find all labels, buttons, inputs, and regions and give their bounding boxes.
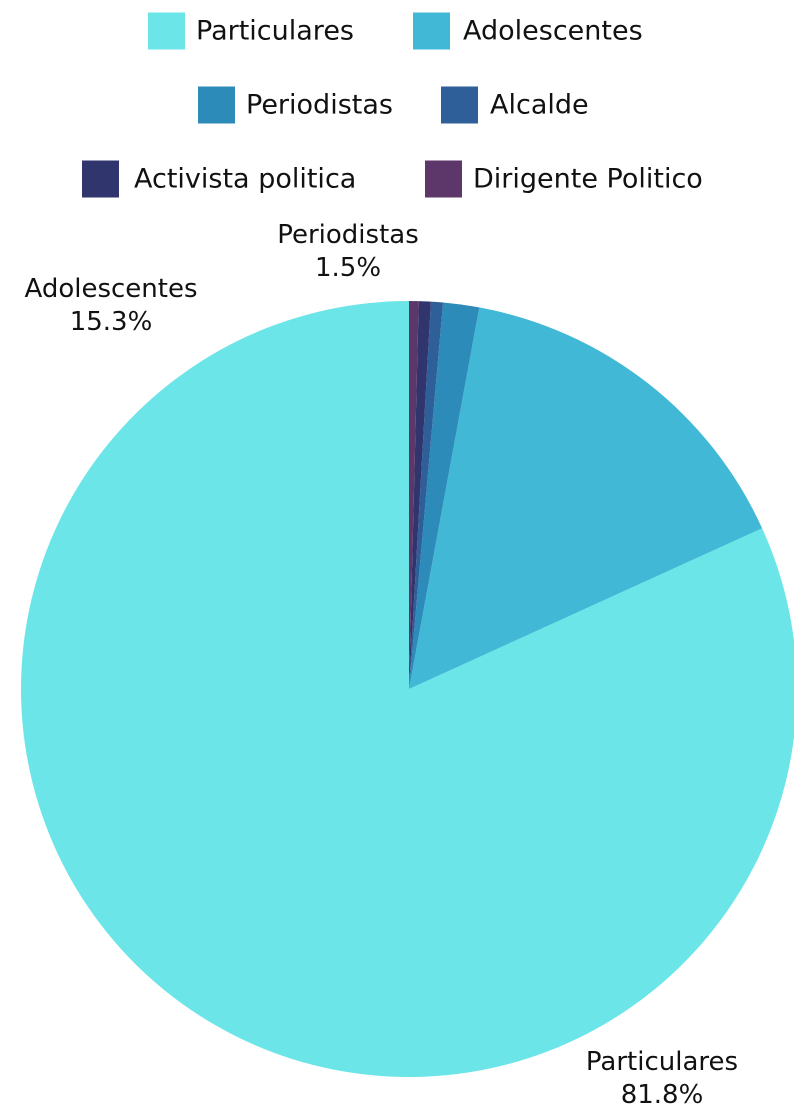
legend-swatch-particulares [148, 12, 185, 50]
slice-label-periodistas: Periodistas 1.5% [277, 220, 419, 283]
pie-slice-dirigente-politico [409, 300, 419, 689]
legend-item-dirigente-politico: Dirigente Politico [425, 160, 703, 198]
slice-label-value: 15.3% [70, 307, 153, 337]
legend-swatch-adolescentes [413, 12, 450, 50]
slice-label-value: 1.5% [315, 253, 381, 283]
legend-swatch-periodistas [198, 86, 235, 124]
pie-slice-adolescentes [409, 307, 763, 689]
pie-slice-activista-politica [409, 301, 431, 689]
legend-swatch-activista-politica [82, 160, 119, 198]
legend-item-particulares: Particulares [148, 12, 354, 50]
pie-slice-alcalde [409, 301, 444, 689]
legend-item-activista-politica: Activista politica [82, 160, 356, 198]
slice-label-name: Periodistas [277, 220, 419, 250]
legend-label-periodistas: Periodistas [246, 90, 393, 121]
legend-label-alcalde: Alcalde [490, 90, 589, 121]
legend-swatch-alcalde [441, 86, 478, 124]
legend-label-activista-politica: Activista politica [134, 164, 356, 195]
legend: Particulares Adolescentes Periodistas Alcal… [82, 12, 703, 198]
legend-item-periodistas: Periodistas [198, 86, 393, 124]
slice-label-name: Particulares [586, 1047, 738, 1077]
pie-slice-periodistas [409, 302, 480, 689]
legend-item-alcalde: Alcalde [441, 86, 589, 124]
pie-slice-particulares [21, 301, 794, 1077]
legend-swatch-dirigente-politico [425, 160, 462, 198]
slice-labels: Particulares 81.8% Adolescentes 15.3% Period… [24, 220, 738, 1110]
legend-item-adolescentes: Adolescentes [413, 12, 643, 50]
legend-label-particulares: Particulares [196, 16, 354, 47]
legend-label-adolescentes: Adolescentes [463, 16, 643, 47]
slice-label-value: 81.8% [621, 1080, 704, 1110]
slice-label-name: Adolescentes [24, 274, 197, 304]
slice-label-particulares: Particulares 81.8% [586, 1047, 738, 1110]
slice-label-adolescentes: Adolescentes 15.3% [24, 274, 197, 337]
legend-label-dirigente-politico: Dirigente Politico [473, 164, 703, 195]
pie-slices [21, 300, 794, 1077]
